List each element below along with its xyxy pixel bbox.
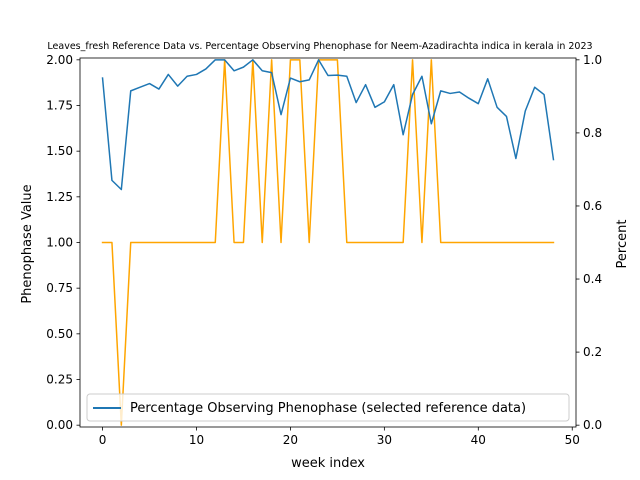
- series-line-1: [101, 59, 555, 191]
- series-layer: [101, 59, 555, 426]
- x-tick-label: 20: [283, 433, 298, 447]
- chart-title: Leaves_fresh Reference Data vs. Percenta…: [47, 41, 592, 52]
- y-left-tick-label: 2.00: [46, 53, 73, 67]
- y-axis-label-right: Percent: [615, 220, 630, 269]
- y-right-tick-label: 0.6: [583, 199, 602, 213]
- y-left-tick-label: 1.25: [46, 190, 73, 204]
- legend-entry: Percentage Observing Phenophase (selecte…: [130, 401, 526, 416]
- y-left-tick-label: 0.50: [46, 327, 73, 341]
- legend: Percentage Observing Phenophase (selecte…: [86, 393, 570, 422]
- x-tick-label: 50: [565, 433, 580, 447]
- x-tick-label: 10: [189, 433, 204, 447]
- series-line-0: [101, 59, 555, 426]
- legend-box: [86, 393, 570, 422]
- x-tick-label: 0: [99, 433, 107, 447]
- y-right-tick-label: 0.2: [583, 345, 602, 359]
- y-right-tick-label: 0.0: [583, 418, 602, 432]
- y-left-tick-label: 0.25: [46, 373, 73, 387]
- axes-layer: 0 10 20 30 40 50 0.00 0.25 0.50 0.75 1.00 1.25 1.50 1…: [46, 53, 602, 447]
- x-axis-label: week index: [291, 456, 365, 471]
- y-right-tick-label: 0.4: [583, 272, 602, 286]
- y-left-tick-label: 1.75: [46, 98, 73, 112]
- y-left-tick-label: 1.50: [46, 144, 73, 158]
- x-tick-label: 30: [377, 433, 392, 447]
- y-left-tick-label: 1.00: [46, 236, 73, 250]
- y-right-tick-label: 0.8: [583, 126, 602, 140]
- y-left-tick-label: 0.75: [46, 281, 73, 295]
- y-right-tick-label: 1.0: [583, 53, 602, 67]
- y-axis-label-left: Phenophase Value: [20, 184, 35, 303]
- y-left-tick-label: 0.00: [46, 418, 73, 432]
- x-tick-label: 40: [471, 433, 486, 447]
